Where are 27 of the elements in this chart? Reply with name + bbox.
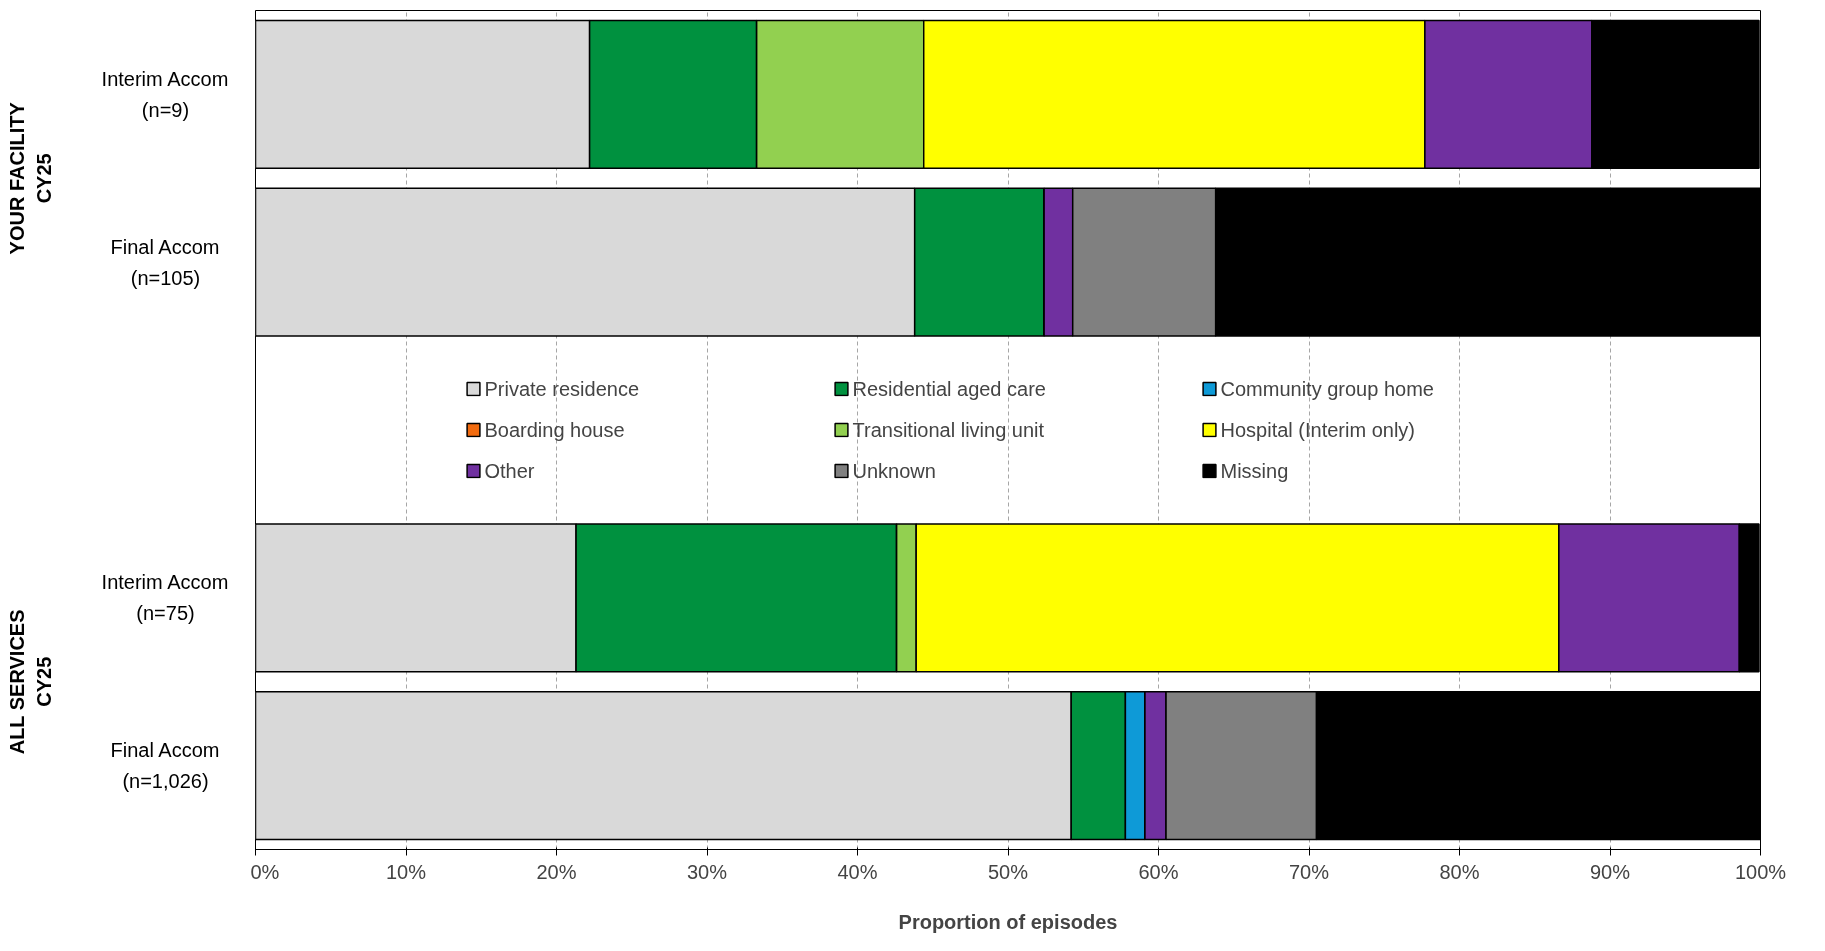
x-tick-label: 80%	[1439, 860, 1480, 883]
x-tick-label: 0%	[250, 860, 280, 883]
y-tick-label: Interim Accom (n=9)	[101, 68, 229, 121]
legend-label: Missing	[1220, 459, 1290, 482]
x-tick-label: 60%	[1138, 860, 1179, 883]
x-tick-label: 30%	[686, 860, 728, 883]
x-tick-label: 20%	[536, 860, 577, 883]
legend-label: Community group home	[1220, 377, 1435, 400]
legend-label: Residential aged care	[852, 377, 1047, 400]
legend-label: Private residence	[484, 377, 641, 400]
legend-label: Boarding house	[484, 418, 626, 441]
legend-label: Transitional living unit	[852, 418, 1046, 441]
x-tick-label: 40%	[837, 860, 878, 883]
x-tick-label: 100%	[1734, 860, 1787, 883]
y-tick-label: Final Accom (n=1,026)	[110, 739, 220, 792]
legend-label: Hospital (Interim only)	[1220, 418, 1416, 441]
x-tick-label: 50%	[987, 860, 1029, 883]
x-tick-label: 70%	[1288, 860, 1330, 883]
y-tick-label: Final Accom (n=105)	[110, 235, 220, 289]
legend-label: Unknown	[852, 459, 937, 482]
text: YOUR FACILITY CY25	[6, 101, 55, 255]
x-axis-title: Proportion of episodes	[898, 910, 1118, 933]
x-tick-label: 90%	[1589, 860, 1631, 883]
x-tick-label: 10%	[385, 860, 427, 883]
text: ALL SERVICES CY25	[6, 609, 55, 755]
y-tick-label: Interim Accom (n=75)	[101, 571, 229, 625]
legend-label: Other	[484, 459, 536, 482]
